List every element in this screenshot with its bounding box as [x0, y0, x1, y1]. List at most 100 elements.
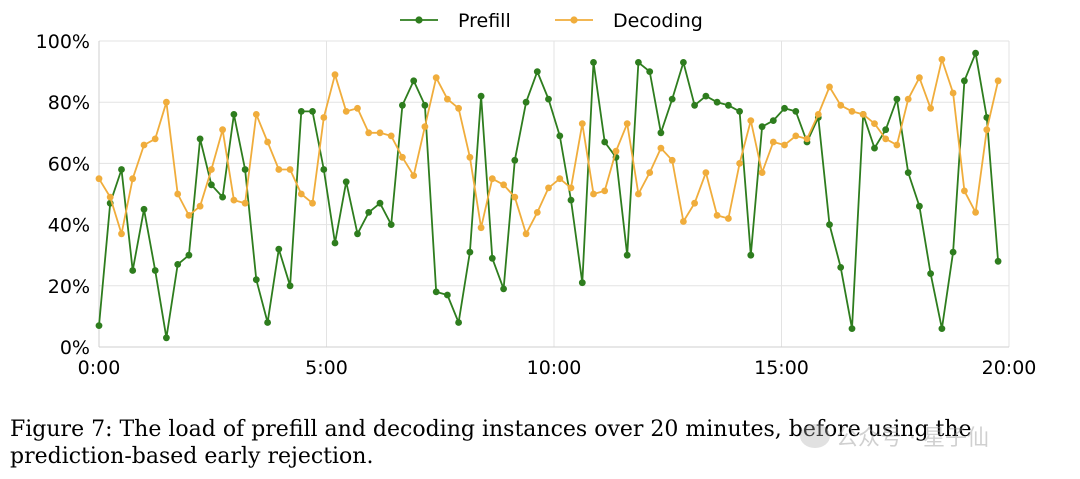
data-point-decoding [972, 209, 979, 216]
data-point-prefill [927, 270, 934, 277]
data-point-decoding [196, 202, 204, 210]
x-tick-label: 0:00 [78, 357, 121, 379]
data-point-prefill [949, 248, 957, 256]
data-point-prefill [466, 248, 474, 256]
data-point-decoding [163, 98, 170, 106]
data-point-prefill [916, 202, 923, 210]
data-point-prefill [196, 135, 204, 143]
data-point-prefill [590, 59, 597, 66]
data-point-prefill [792, 108, 800, 115]
data-point-decoding [725, 215, 732, 222]
data-point-decoding [713, 212, 721, 219]
data-point-prefill [365, 209, 373, 216]
data-point-prefill [747, 251, 755, 259]
data-point-prefill [511, 156, 519, 164]
data-point-decoding [567, 184, 575, 192]
data-point-prefill [500, 285, 507, 293]
data-point-decoding [477, 224, 485, 232]
data-point-decoding [590, 190, 597, 198]
data-point-prefill [545, 95, 552, 103]
data-point-decoding [736, 160, 743, 167]
data-point-prefill [297, 108, 305, 115]
data-point-decoding [904, 95, 912, 103]
y-tick-label: 20% [48, 276, 90, 298]
data-point-decoding [286, 166, 294, 173]
data-point-prefill [320, 166, 328, 173]
data-point-prefill [556, 132, 564, 140]
data-point-prefill [185, 251, 193, 259]
data-point-decoding [444, 95, 451, 103]
data-point-decoding [758, 169, 766, 177]
data-point-decoding [871, 120, 878, 127]
data-point-prefill [567, 196, 575, 204]
data-point-decoding [129, 175, 137, 183]
watermark: 公众号 · 星子仙 [800, 420, 989, 452]
data-point-prefill [702, 92, 710, 100]
axes [98, 41, 1009, 348]
data-point-prefill [129, 267, 137, 274]
data-point-prefill [533, 68, 541, 75]
data-point-decoding [264, 138, 271, 146]
data-point-decoding [938, 56, 946, 63]
data-point-decoding [949, 89, 957, 97]
data-point-decoding [151, 135, 159, 143]
data-point-decoding [140, 141, 148, 149]
data-point-decoding [432, 74, 440, 82]
data-point-prefill [713, 98, 721, 106]
data-point-decoding [118, 230, 125, 238]
data-point-decoding [511, 193, 519, 201]
plot-area [95, 49, 1002, 342]
data-point-prefill [264, 319, 271, 326]
watermark-text: 公众号 · 星子仙 [836, 426, 989, 451]
data-point-decoding [185, 212, 193, 219]
data-point-decoding [893, 141, 901, 149]
data-point-prefill [477, 92, 485, 100]
data-point-prefill [275, 245, 283, 253]
data-point-prefill [432, 288, 440, 296]
data-point-decoding [837, 101, 845, 109]
data-point-prefill [140, 205, 148, 213]
data-point-decoding [612, 147, 620, 155]
data-point-prefill [972, 49, 979, 57]
data-point-prefill [174, 261, 182, 268]
data-point-prefill [758, 123, 766, 131]
data-point-prefill [241, 166, 249, 173]
data-point-decoding [983, 126, 991, 134]
data-point-prefill [994, 257, 1002, 265]
data-point-prefill [151, 267, 159, 274]
y-tick-label: 0% [60, 337, 90, 359]
data-point-prefill [309, 108, 316, 115]
data-point-prefill [455, 319, 462, 326]
x-tick-label: 10:00 [527, 357, 582, 379]
data-point-decoding [916, 74, 923, 82]
wechat-icon [800, 424, 830, 448]
data-point-prefill [444, 291, 451, 299]
tick-labels: 0% 20% 40% 60% 80% 100% 0:00 5:00 10:00 15:00 20:0… [36, 31, 1037, 379]
data-point-prefill [848, 325, 856, 332]
data-point-prefill [286, 282, 294, 290]
series-line-decoding [98, 58, 999, 235]
data-point-decoding [635, 190, 642, 198]
data-point-decoding [331, 71, 339, 79]
data-point-prefill [691, 101, 698, 109]
data-point-decoding [826, 83, 833, 91]
data-point-prefill [826, 221, 833, 229]
x-tick-label: 15:00 [754, 357, 809, 379]
data-point-prefill [399, 101, 406, 109]
data-point-prefill [354, 230, 361, 238]
data-point-decoding [814, 111, 822, 118]
data-point-prefill [725, 101, 732, 109]
data-point-decoding [320, 114, 328, 121]
data-point-prefill [252, 276, 260, 284]
data-point-prefill [601, 138, 609, 146]
x-tick-label: 20:00 [982, 357, 1037, 379]
data-point-decoding [848, 108, 856, 115]
x-tick-label: 5:00 [305, 357, 348, 379]
data-point-decoding [646, 169, 654, 177]
data-point-decoding [882, 135, 890, 143]
data-point-decoding [500, 181, 507, 189]
data-point-prefill [882, 126, 890, 134]
data-point-decoding [747, 117, 755, 124]
data-point-decoding [95, 175, 103, 183]
data-point-prefill [342, 178, 350, 186]
